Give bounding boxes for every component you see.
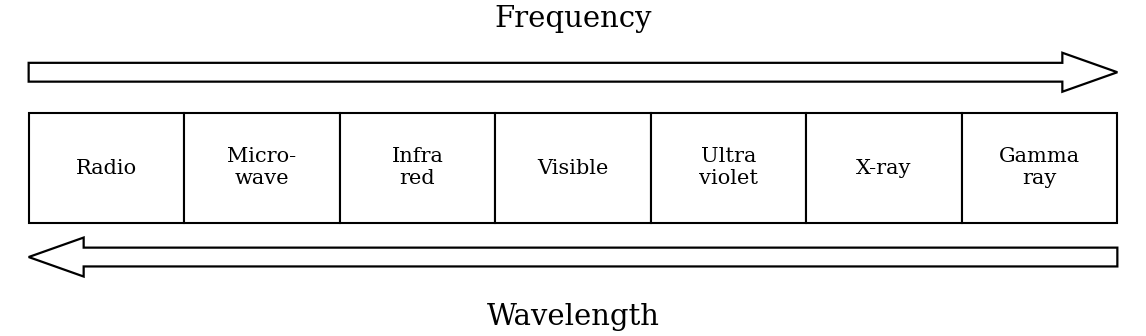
Text: Ultra
violet: Ultra violet: [699, 148, 758, 188]
Bar: [29, 113, 185, 223]
Polygon shape: [29, 53, 1117, 92]
Text: Micro-
wave: Micro- wave: [227, 148, 297, 188]
Text: Infra
red: Infra red: [392, 148, 444, 188]
Bar: [651, 113, 807, 223]
Bar: [807, 113, 961, 223]
Polygon shape: [29, 238, 1117, 277]
Bar: [185, 113, 339, 223]
Bar: [339, 113, 495, 223]
Text: Gamma
ray: Gamma ray: [999, 148, 1081, 188]
Text: Radio: Radio: [76, 159, 138, 177]
Bar: [961, 113, 1117, 223]
Text: X-ray: X-ray: [856, 159, 912, 177]
Text: Wavelength: Wavelength: [487, 303, 659, 331]
Text: Frequency: Frequency: [494, 5, 652, 33]
Text: Visible: Visible: [537, 159, 609, 177]
Bar: [495, 113, 651, 223]
